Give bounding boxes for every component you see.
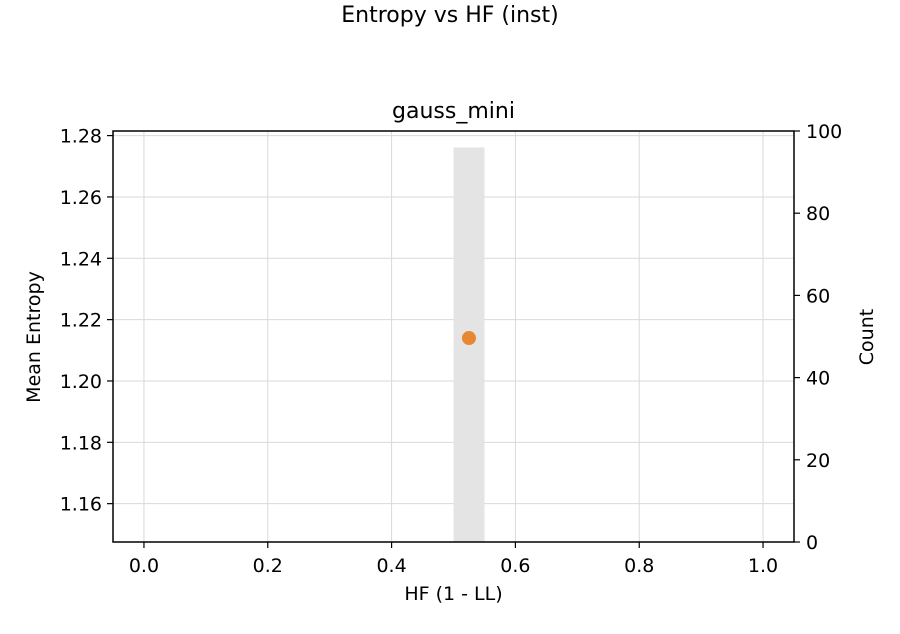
- x-axis-label: HF (1 - LL): [404, 583, 502, 605]
- y-tick-label: 1.24: [60, 248, 102, 270]
- x-tick-label: 0.4: [376, 555, 406, 577]
- y2-axis-ticks: 0 20 40 60 80 100: [794, 121, 842, 554]
- x-axis-ticks: 0.0 0.2 0.4 0.6 0.8 1.0: [129, 542, 778, 577]
- y-tick-label: 1.28: [60, 126, 102, 148]
- scatter-point: [461, 331, 476, 346]
- x-tick-label: 0.2: [253, 555, 283, 577]
- y-axis-ticks: 1.16 1.18 1.20 1.22 1.24 1.26 1.28: [60, 126, 113, 516]
- y-tick-label: 1.22: [60, 310, 102, 332]
- y2-tick-label: 60: [806, 285, 830, 307]
- y-tick-label: 1.26: [60, 187, 102, 209]
- y-tick-label: 1.20: [60, 371, 102, 393]
- x-tick-label: 0.8: [624, 555, 654, 577]
- y2-axis-label: Count: [856, 309, 878, 365]
- y-tick-label: 1.16: [60, 494, 102, 516]
- scatter-points: [461, 331, 476, 346]
- plot-frame: [112, 130, 795, 543]
- y-tick-label: 1.18: [60, 432, 102, 454]
- y2-tick-label: 100: [806, 121, 842, 143]
- x-tick-label: 0.0: [129, 555, 159, 577]
- chart-title: gauss_mini: [392, 99, 515, 124]
- x-tick-label: 1.0: [748, 555, 778, 577]
- figure-title: Entropy vs HF (inst): [341, 3, 558, 28]
- y2-tick-label: 40: [806, 368, 830, 390]
- y-axis-label: Mean Entropy: [23, 271, 45, 403]
- y2-tick-label: 20: [806, 450, 830, 472]
- y2-tick-label: 0: [806, 532, 818, 554]
- x-tick-label: 0.6: [500, 555, 530, 577]
- y2-tick-label: 80: [806, 203, 830, 225]
